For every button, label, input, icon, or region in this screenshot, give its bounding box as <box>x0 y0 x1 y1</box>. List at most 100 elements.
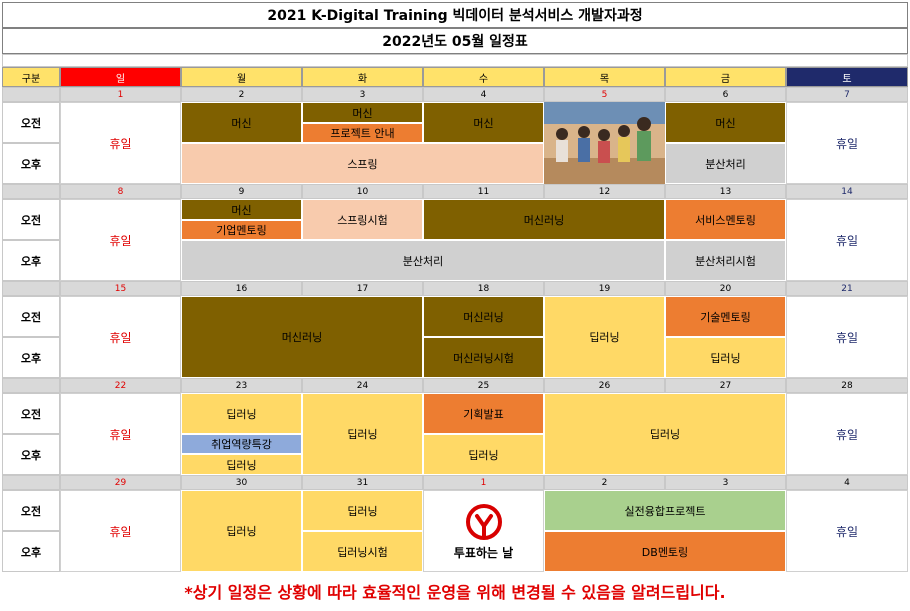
event-cell: 취업역량특강 <box>181 434 302 454</box>
date-cell: 18 <box>423 281 544 296</box>
date-cell: 16 <box>181 281 302 296</box>
date-cell: 20 <box>665 281 786 296</box>
event-cell: 실전융합프로젝트 <box>544 490 786 531</box>
pm-label: 오후 <box>2 434 60 475</box>
pm-label: 오후 <box>2 337 60 378</box>
date-cell: 27 <box>665 378 786 393</box>
date-cell: 21 <box>786 281 908 296</box>
voting-day-label: 투표하는 날 <box>453 545 514 560</box>
date-cell: 22 <box>60 378 181 393</box>
holiday-cell: 휴일 <box>60 199 181 281</box>
day-header-sun: 일 <box>60 67 181 87</box>
voting-day-cell: 투표하는 날 <box>423 490 544 572</box>
date-cell: 26 <box>544 378 665 393</box>
holiday-cell: 휴일 <box>60 393 181 475</box>
event-cell: 머신러닝 <box>423 296 544 337</box>
event-cell: 딥러닝 <box>423 434 544 475</box>
holiday-cell: 휴일 <box>786 102 908 184</box>
am-label: 오전 <box>2 102 60 143</box>
date-cell: 25 <box>423 378 544 393</box>
event-cell: 프로젝트 안내 <box>302 123 423 143</box>
holiday-cell: 휴일 <box>786 296 908 378</box>
date-row-spacer <box>2 281 60 296</box>
am-label: 오전 <box>2 490 60 531</box>
schedule-subtitle: 2022년도 05월 일정표 <box>2 28 908 54</box>
event-cell: DB멘토링 <box>544 531 786 572</box>
day-header-tue: 화 <box>302 67 423 87</box>
date-cell: 30 <box>181 475 302 490</box>
event-cell: 기술멘토링 <box>665 296 786 337</box>
holiday-cell: 휴일 <box>60 102 181 184</box>
date-cell: 4 <box>786 475 908 490</box>
event-cell: 딥러닝 <box>181 490 302 572</box>
am-label: 오전 <box>2 296 60 337</box>
event-cell: 머신 <box>302 102 423 123</box>
date-cell: 1 <box>60 87 181 102</box>
event-cell: 딥러닝 <box>544 393 786 475</box>
day-header-mon: 월 <box>181 67 302 87</box>
event-cell: 딥러닝 <box>181 454 302 475</box>
event-cell: 서비스멘토링 <box>665 199 786 240</box>
date-cell: 31 <box>302 475 423 490</box>
day-header-wed: 수 <box>423 67 544 87</box>
event-cell: 딥러닝 <box>302 490 423 531</box>
event-cell: 머신러닝 <box>423 199 665 240</box>
am-label: 오전 <box>2 393 60 434</box>
date-cell: 15 <box>60 281 181 296</box>
date-cell: 28 <box>786 378 908 393</box>
holiday-cell: 휴일 <box>786 490 908 572</box>
date-row-spacer <box>2 378 60 393</box>
date-cell: 3 <box>302 87 423 102</box>
day-header-label: 구분 <box>2 67 60 87</box>
date-cell: 13 <box>665 184 786 199</box>
holiday-cell: 휴일 <box>786 199 908 281</box>
date-cell: 29 <box>60 475 181 490</box>
vote-mark-icon <box>465 503 502 540</box>
date-cell: 24 <box>302 378 423 393</box>
am-label: 오전 <box>2 199 60 240</box>
date-row-spacer <box>2 87 60 102</box>
event-cell: 머신러닝 <box>181 296 423 378</box>
day-header-fri: 금 <box>665 67 786 87</box>
date-cell: 7 <box>786 87 908 102</box>
pm-label: 오후 <box>2 531 60 572</box>
date-cell: 23 <box>181 378 302 393</box>
event-cell: 딥러닝 <box>544 296 665 378</box>
holiday-cell: 휴일 <box>60 490 181 572</box>
date-cell: 19 <box>544 281 665 296</box>
event-cell: 분산처리시험 <box>665 240 786 281</box>
date-cell: 17 <box>302 281 423 296</box>
event-cell: 머신러닝시험 <box>423 337 544 378</box>
date-cell: 6 <box>665 87 786 102</box>
event-cell: 분산처리 <box>665 143 786 184</box>
date-cell: 4 <box>423 87 544 102</box>
date-row-spacer <box>2 475 60 490</box>
date-cell: 1 <box>423 475 544 490</box>
event-cell: 분산처리 <box>181 240 665 281</box>
date-cell: 3 <box>665 475 786 490</box>
date-cell: 11 <box>423 184 544 199</box>
date-cell: 5 <box>544 87 665 102</box>
day-header-sat: 토 <box>786 67 908 87</box>
date-cell: 14 <box>786 184 908 199</box>
event-cell: 딥러닝 <box>665 337 786 378</box>
date-cell: 12 <box>544 184 665 199</box>
event-cell: 머신 <box>181 102 302 143</box>
spacer-row <box>2 54 908 67</box>
date-cell: 9 <box>181 184 302 199</box>
schedule-title: 2021 K-Digital Training 빅데이터 분석서비스 개발자과정 <box>2 2 908 28</box>
children-photo <box>544 102 665 184</box>
holiday-cell: 휴일 <box>786 393 908 475</box>
date-cell: 10 <box>302 184 423 199</box>
date-row-spacer <box>2 184 60 199</box>
event-cell: 스프링 <box>181 143 544 184</box>
event-cell: 스프링시험 <box>302 199 423 240</box>
footer-note: *상기 일정은 상황에 따라 효율적인 운영을 위해 변경될 수 있음을 알려드… <box>184 583 726 602</box>
event-cell: 딥러닝시험 <box>302 531 423 572</box>
event-cell: 딥러닝 <box>302 393 423 475</box>
pm-label: 오후 <box>2 240 60 281</box>
date-cell: 2 <box>544 475 665 490</box>
day-header-thu: 목 <box>544 67 665 87</box>
date-cell: 2 <box>181 87 302 102</box>
pm-label: 오후 <box>2 143 60 184</box>
